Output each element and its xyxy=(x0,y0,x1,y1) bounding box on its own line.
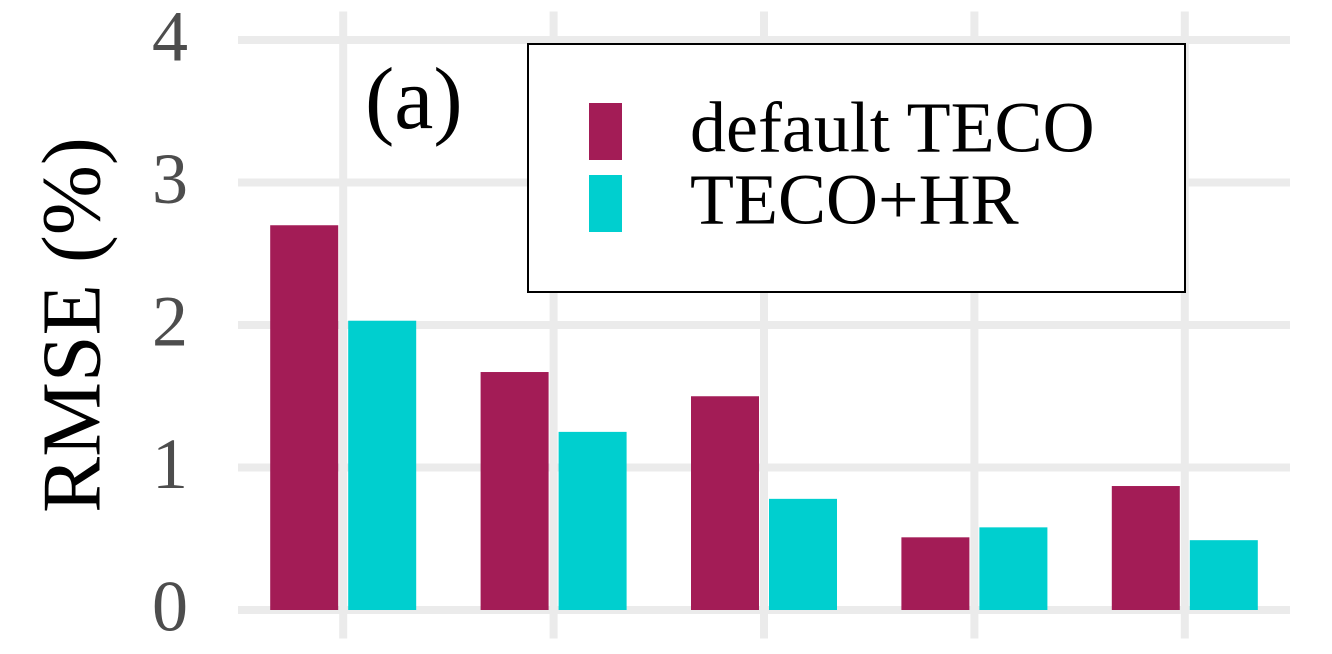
legend-swatch xyxy=(589,103,622,160)
annotation: (a) xyxy=(365,51,463,148)
y-tick-label: 2 xyxy=(152,282,188,362)
legend-label: TECO+HR xyxy=(690,160,1019,240)
bar xyxy=(769,498,837,610)
bar xyxy=(691,396,759,610)
legend-box xyxy=(527,43,1186,293)
legend-label: default TECO xyxy=(690,88,1095,168)
y-axis-label: RMSE (%) xyxy=(25,137,118,513)
bar xyxy=(1111,486,1180,610)
bar xyxy=(270,225,339,610)
bar xyxy=(979,527,1048,610)
bar xyxy=(348,320,417,610)
bar xyxy=(901,537,970,610)
y-tick-label: 4 xyxy=(152,0,188,77)
y-tick-label: 3 xyxy=(152,139,188,219)
bar xyxy=(480,372,549,610)
legend-swatch xyxy=(589,175,622,232)
bar xyxy=(1189,540,1258,610)
bar xyxy=(558,431,627,610)
y-tick-label: 0 xyxy=(152,567,188,647)
y-tick-label: 1 xyxy=(152,424,188,504)
